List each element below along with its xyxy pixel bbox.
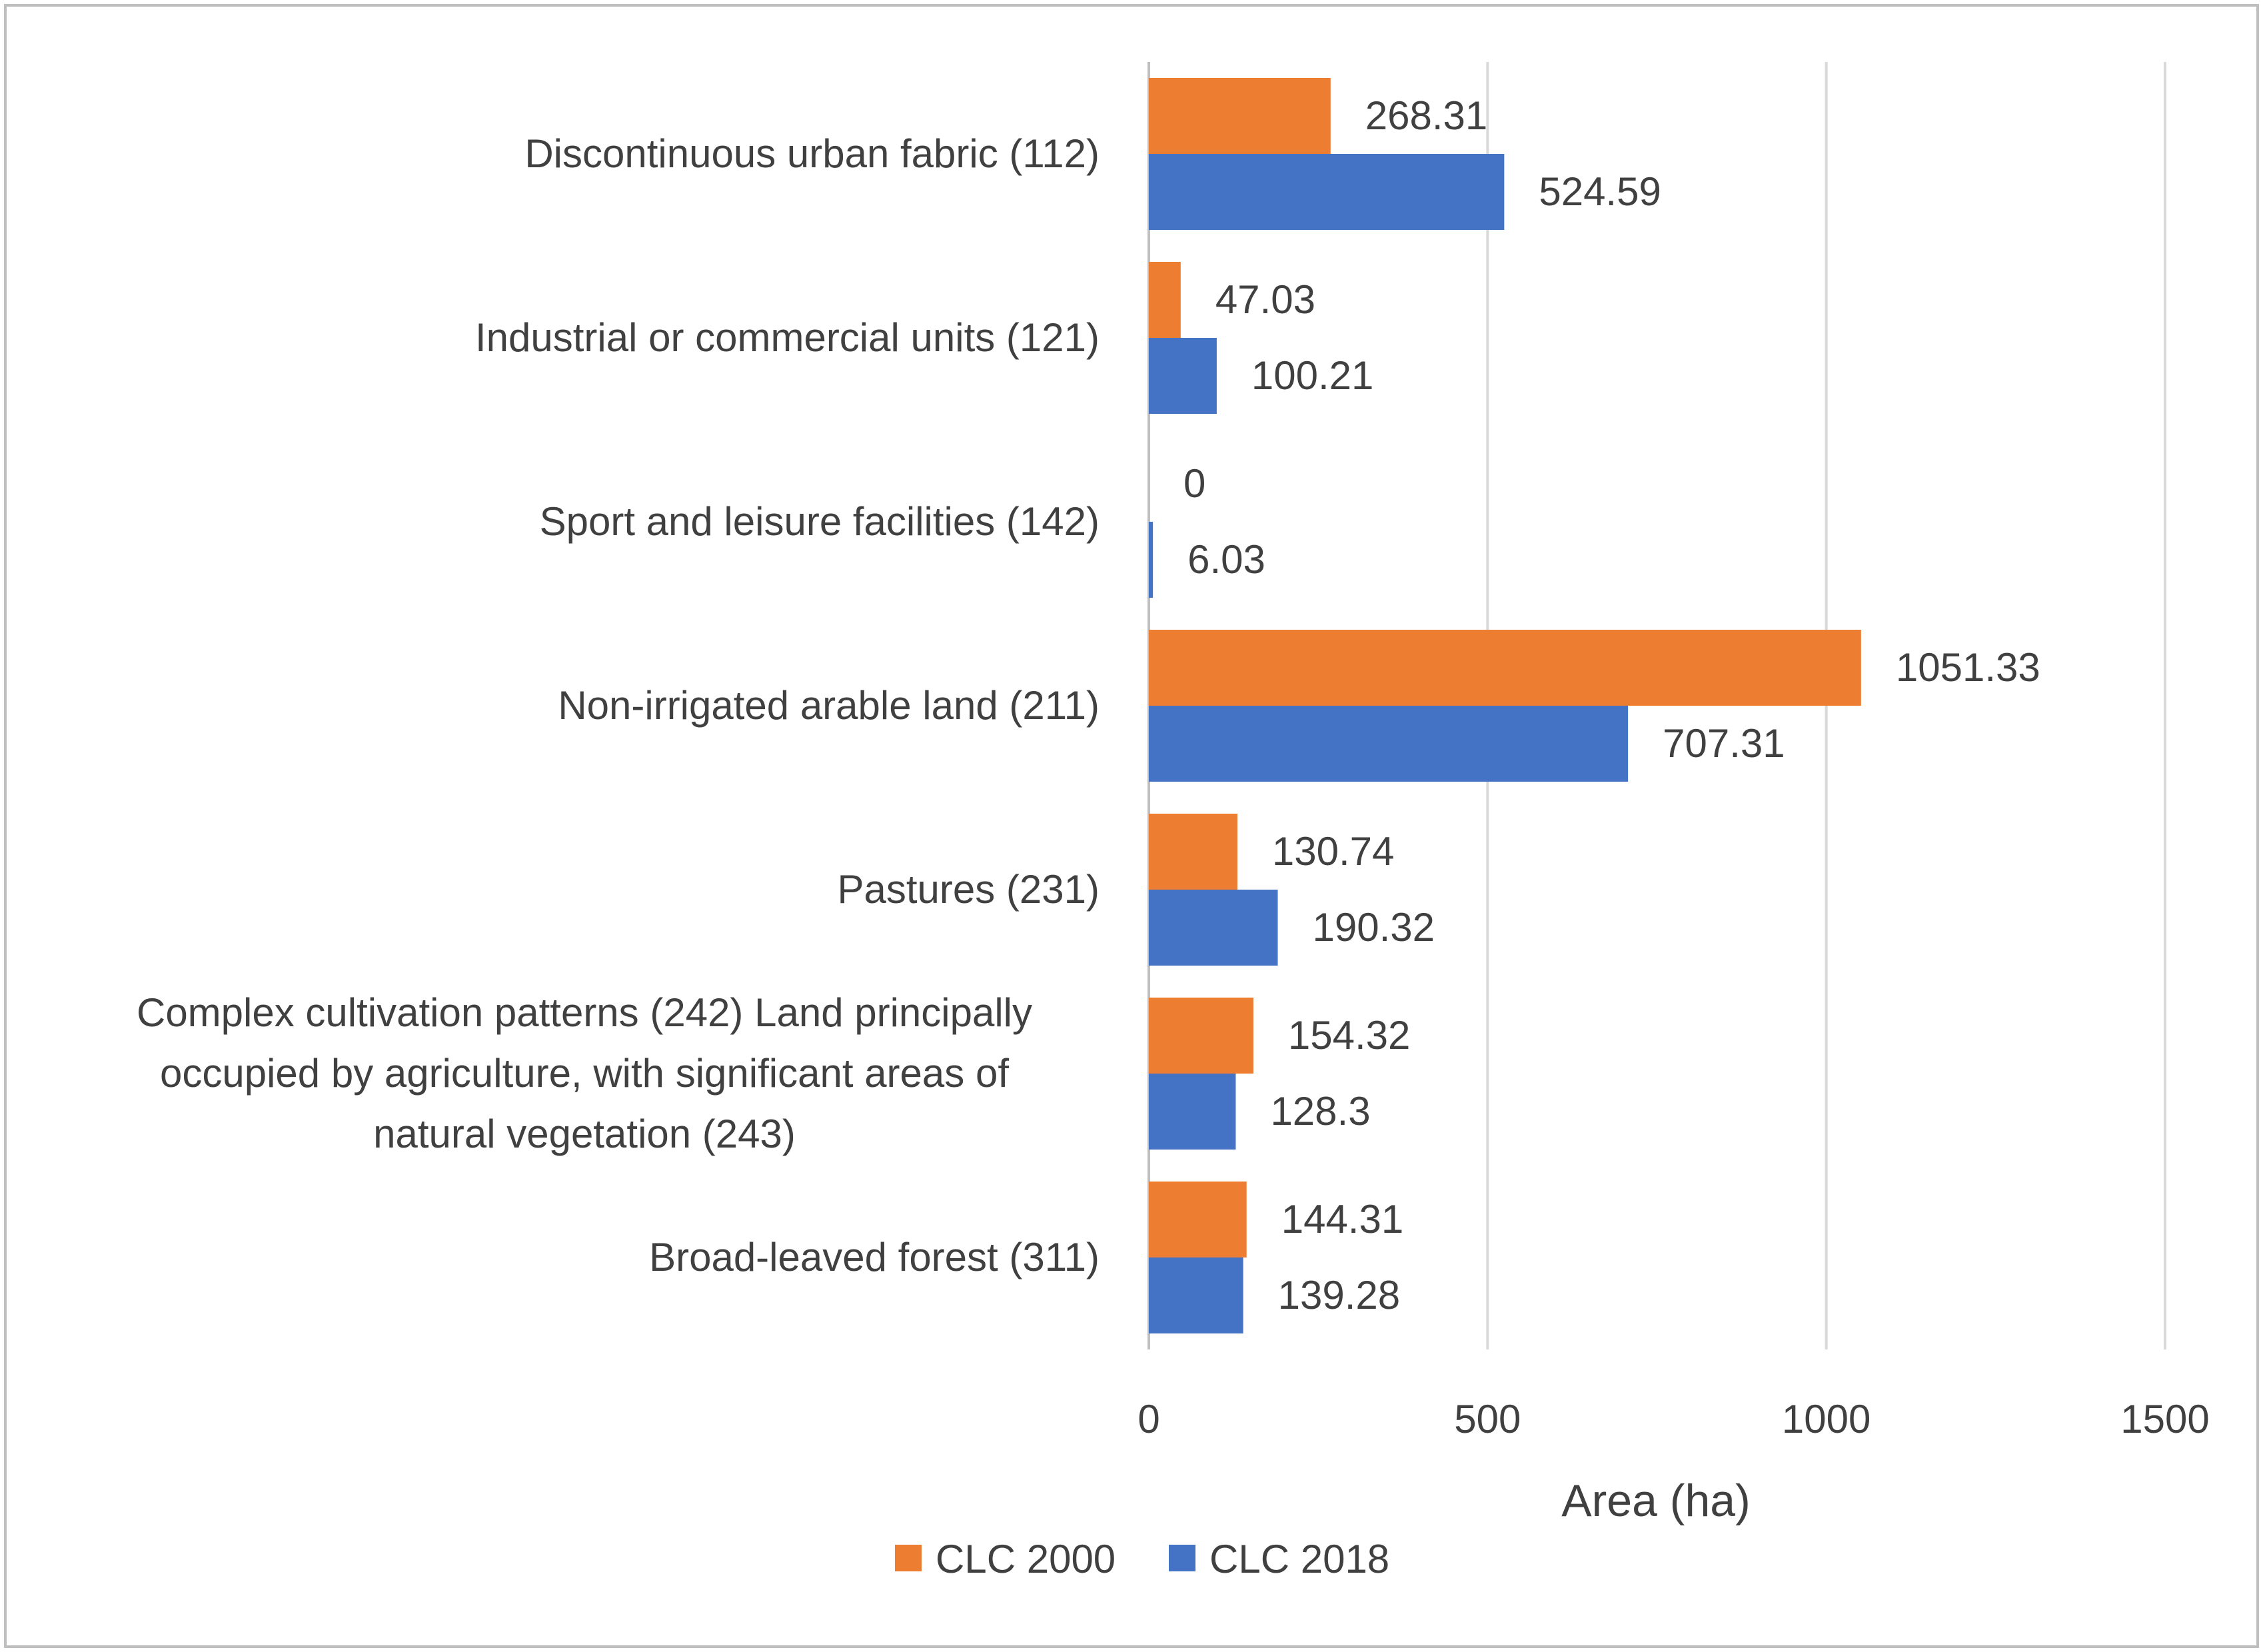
- data-label: 144.31: [1281, 1197, 1404, 1241]
- data-label: 154.32: [1288, 1013, 1411, 1058]
- data-label: 128.3: [1270, 1089, 1370, 1134]
- legend-swatch: [895, 1545, 922, 1571]
- bar-clc-2018: [1149, 890, 1278, 966]
- x-axis-title: Area (ha): [1561, 1475, 1750, 1526]
- bar-clc-2000: [1149, 262, 1181, 338]
- data-label: 139.28: [1278, 1273, 1401, 1317]
- data-label: 707.31: [1663, 721, 1785, 766]
- data-label: 47.03: [1215, 277, 1315, 322]
- data-label: 190.32: [1312, 905, 1435, 950]
- category-label: Sport and leisure facilities (142): [540, 499, 1100, 544]
- x-tick-label: 500: [1454, 1397, 1521, 1441]
- bar-clc-2000: [1149, 630, 1861, 706]
- data-label: 268.31: [1365, 93, 1488, 138]
- chart-border: [4, 4, 2259, 1648]
- legend-label: CLC 2000: [936, 1537, 1116, 1581]
- bar-clc-2000: [1149, 814, 1237, 890]
- bar-clc-2018: [1149, 154, 1505, 230]
- data-label: 1051.33: [1896, 645, 2040, 690]
- bar-clc-2018: [1149, 338, 1217, 414]
- legend-label: CLC 2018: [1209, 1537, 1389, 1581]
- data-label: 130.74: [1272, 829, 1395, 874]
- category-label: Discontinuous urban fabric (112): [524, 131, 1100, 176]
- bar-clc-2018: [1149, 1074, 1236, 1150]
- x-tick-label: 0: [1137, 1397, 1159, 1441]
- category-label: Complex cultivation patterns (242) Land …: [137, 990, 1032, 1156]
- data-label: 524.59: [1539, 169, 1661, 214]
- legend-swatch: [1169, 1545, 1195, 1571]
- category-label: Broad-leaved forest (311): [649, 1235, 1100, 1279]
- x-tick-label: 1000: [1782, 1397, 1871, 1441]
- x-tick-label: 1500: [2120, 1397, 2209, 1441]
- bar-clc-2000: [1149, 998, 1253, 1074]
- bar-clc-2000: [1149, 78, 1331, 154]
- bar-clc-2018: [1149, 1257, 1243, 1333]
- category-label: Non-irrigated arable land (211): [558, 683, 1100, 728]
- bar-clc-2018: [1149, 706, 1629, 782]
- data-label: 100.21: [1251, 353, 1374, 398]
- category-label: Industrial or commercial units (121): [475, 315, 1100, 360]
- category-label: Pastures (231): [837, 867, 1100, 912]
- bar-clc-2018: [1149, 522, 1153, 598]
- data-label: 6.03: [1187, 537, 1265, 582]
- data-label: 0: [1183, 461, 1205, 506]
- bar-clc-2000: [1149, 1182, 1247, 1257]
